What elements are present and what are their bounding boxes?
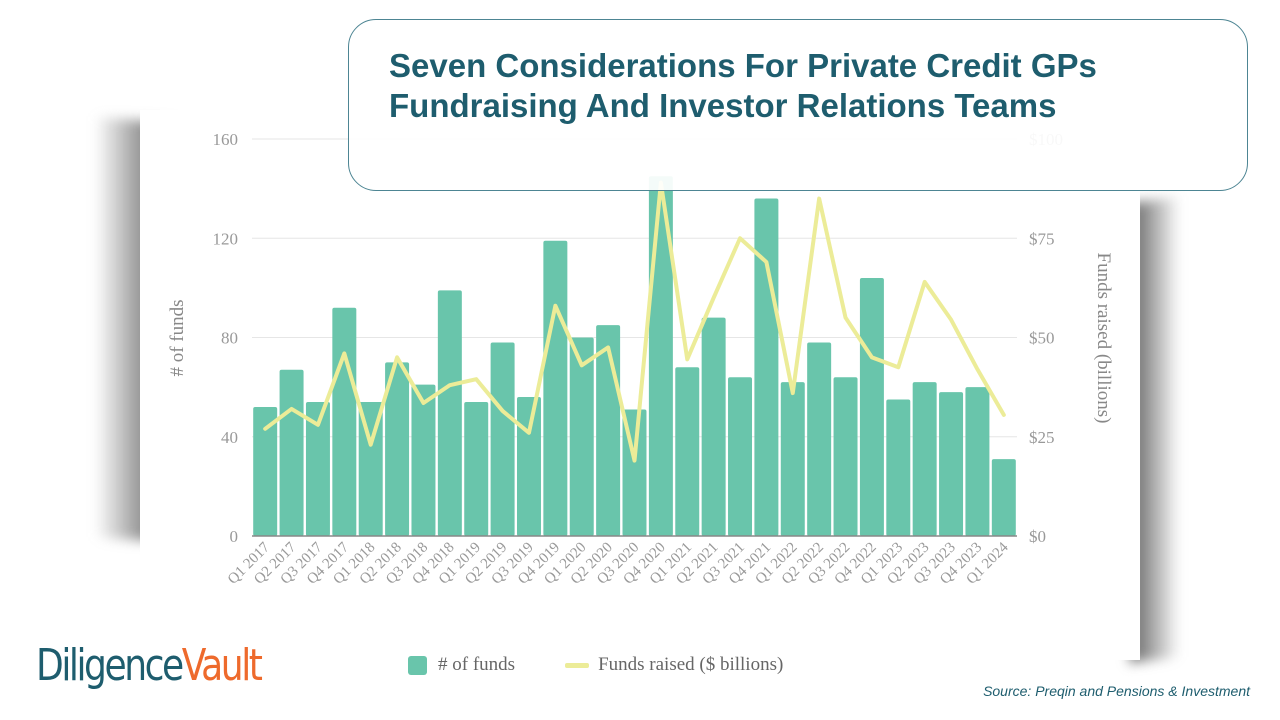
- bar: [833, 377, 858, 536]
- bar: [437, 290, 462, 536]
- bar: [754, 198, 779, 537]
- bar: [490, 342, 515, 536]
- y-right-tick-label: $75: [1029, 229, 1055, 248]
- title-box: Seven Considerations For Private Credit …: [348, 19, 1248, 191]
- bar: [939, 392, 964, 536]
- bar: [305, 402, 330, 536]
- title-line-2: Fundraising And Investor Relations Teams: [389, 87, 1057, 124]
- bar: [701, 317, 726, 536]
- bar: [543, 240, 568, 536]
- legend-label-line: Funds raised ($ billions): [598, 654, 784, 675]
- logo-part-2: Vault: [181, 640, 263, 691]
- bar: [780, 382, 805, 536]
- bar: [279, 369, 304, 536]
- legend-label-bars: # of funds: [438, 654, 516, 675]
- y-tick-label: 120: [213, 229, 239, 248]
- page-title: Seven Considerations For Private Credit …: [389, 46, 1097, 126]
- y-tick-label: 0: [230, 527, 239, 546]
- bar: [596, 325, 621, 536]
- bar: [807, 342, 832, 536]
- bar: [965, 387, 990, 536]
- bar: [253, 406, 278, 536]
- diligencevault-logo: DiligenceVault: [36, 640, 263, 691]
- bar: [332, 307, 357, 536]
- y-axis-title: # of funds: [167, 299, 188, 376]
- bar: [991, 459, 1016, 536]
- y-tick-label: 160: [213, 130, 239, 149]
- y-right-tick-label: $50: [1029, 329, 1055, 348]
- source-note: Source: Preqin and Pensions & Investment: [983, 683, 1250, 699]
- y-tick-label: 40: [221, 428, 238, 447]
- title-line-1: Seven Considerations For Private Credit …: [389, 47, 1097, 84]
- bar: [569, 337, 594, 536]
- legend-swatch-bars: [408, 655, 427, 675]
- bar: [886, 399, 911, 536]
- chart-legend: # of funds Funds raised ($ billions): [408, 654, 783, 676]
- bar: [912, 382, 937, 536]
- bar: [385, 362, 410, 536]
- bar: [411, 384, 436, 536]
- y-tick-label: 80: [221, 329, 238, 348]
- bar: [516, 397, 541, 536]
- bar: [859, 277, 884, 536]
- y-right-axis-title: Funds raised (billions): [1093, 253, 1114, 424]
- bar: [464, 402, 489, 536]
- y-right-tick-label: $0: [1029, 527, 1046, 546]
- bar: [675, 367, 700, 536]
- bar: [358, 402, 383, 536]
- legend-swatch-line: [565, 662, 590, 668]
- y-right-tick-label: $25: [1029, 428, 1055, 447]
- bar: [728, 377, 753, 536]
- logo-part-1: Diligence: [36, 640, 184, 691]
